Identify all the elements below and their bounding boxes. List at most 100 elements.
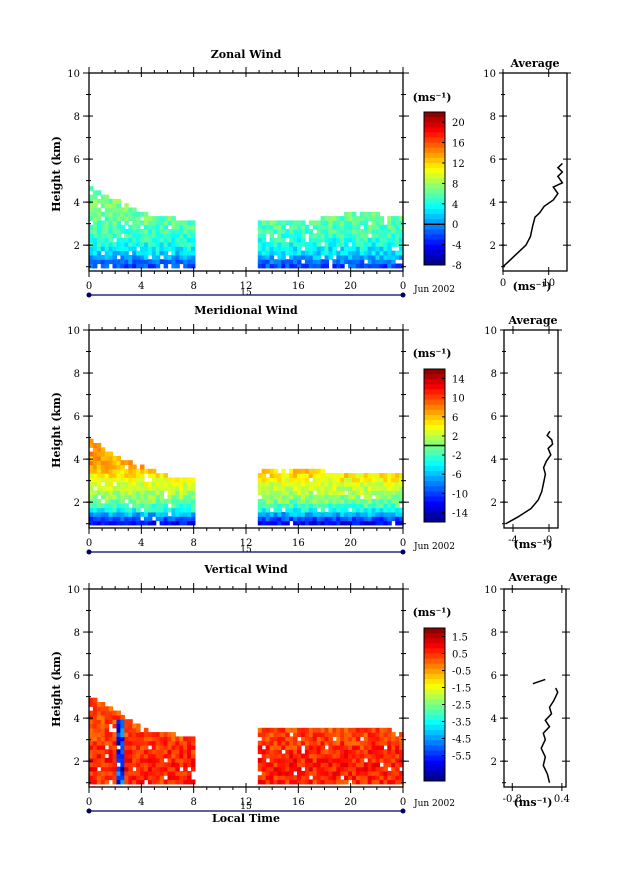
heatmap-cell: [293, 507, 298, 513]
heatmap-cell: [312, 473, 318, 478]
heatmap-cell: [96, 237, 102, 243]
heatmap-cell: [163, 254, 169, 260]
heatmap-cell: [116, 520, 121, 526]
heatmap-cell: [257, 229, 263, 234]
heatmap-cell: [277, 749, 282, 755]
heatmap-cell: [92, 498, 98, 504]
heatmap-cell: [297, 473, 302, 478]
heatmap-cell: [399, 749, 404, 755]
heatmap-cell: [340, 766, 345, 772]
heatmap-cell: [355, 259, 361, 265]
heatmap-cell: [261, 516, 267, 522]
colorbar-swatch: [424, 740, 445, 746]
heatmap-cell: [383, 749, 388, 755]
heatmap-cell: [89, 770, 94, 776]
heatmap-cell: [371, 727, 377, 733]
heatmap-cell: [92, 749, 98, 755]
heatmap-cell: [320, 762, 326, 768]
heatmap-cell: [108, 229, 114, 234]
heatmap-cell: [383, 490, 388, 496]
heatmap-cell: [328, 494, 333, 500]
heatmap-cell: [159, 516, 165, 522]
heatmap-cell: [132, 468, 137, 474]
heatmap-cell: [143, 237, 149, 243]
heatmap-cell: [273, 498, 278, 504]
heatmap-cell: [312, 727, 318, 733]
heatmap-cell: [128, 263, 133, 269]
heatmap-cell: [265, 732, 271, 737]
heatmap-cell: [355, 250, 361, 256]
heatmap-cell: [367, 263, 373, 269]
heatmap-cell: [89, 211, 94, 217]
heatmap-cell: [89, 438, 94, 444]
heatmap-cell: [175, 233, 180, 239]
heatmap-cell: [96, 473, 102, 478]
heatmap-cell: [179, 507, 184, 513]
heatmap-cell: [336, 233, 341, 239]
colorbar-tick-label: 1.5: [452, 633, 468, 644]
heatmap-cell: [308, 503, 314, 509]
heatmap-cell: [128, 211, 133, 217]
colorbar-swatch: [424, 516, 445, 523]
heatmap-cell: [316, 490, 322, 496]
heatmap-cell: [96, 224, 102, 230]
heatmap-cell: [124, 473, 129, 478]
heatmap-cell: [395, 516, 400, 522]
heatmap-cell: [265, 254, 271, 260]
heatmap-cell: [320, 757, 326, 763]
heatmap-cell: [344, 503, 349, 509]
heatmap-cell: [399, 246, 404, 252]
heatmap-cell: [312, 520, 318, 526]
x-tick-label: 12: [240, 281, 253, 292]
heatmap-cell: [348, 732, 353, 737]
heatmap-cell: [308, 494, 314, 500]
heatmap-cell: [261, 736, 267, 742]
heatmap-cell: [147, 490, 153, 496]
heatmap-cell: [183, 516, 188, 522]
heatmap-cell: [332, 477, 337, 483]
heatmap-cell: [175, 740, 180, 746]
heatmap-cell: [187, 237, 192, 243]
heatmap-cell: [308, 520, 314, 526]
heatmap-cell: [96, 745, 102, 750]
heatmap-cell: [387, 216, 392, 221]
heatmap-cell: [132, 207, 137, 213]
colorbar-tick-label: 6: [452, 413, 458, 424]
heatmap-cell: [379, 503, 384, 509]
heatmap-cell: [183, 486, 188, 491]
colorbar-swatch: [424, 435, 445, 441]
heatmap-cell: [340, 263, 345, 269]
heatmap-cell: [387, 241, 392, 247]
heatmap-cell: [293, 745, 298, 750]
heatmap-cell: [140, 211, 145, 217]
heatmap-cell: [395, 494, 400, 500]
day-range-start-marker: [86, 549, 92, 555]
heatmap-cell: [104, 237, 110, 243]
heatmap-cell: [289, 263, 294, 269]
profile-y-tick-label: 6: [491, 671, 497, 682]
heatmap-cell: [308, 468, 314, 474]
heatmap-cell: [289, 507, 294, 513]
x-tick-label: 8: [190, 797, 196, 808]
colorbar-swatch: [424, 724, 445, 731]
heatmap-cell: [297, 775, 302, 781]
heatmap-cell: [340, 250, 345, 256]
heatmap-cell: [273, 220, 278, 226]
heatmap-cell: [269, 740, 275, 746]
heatmap-cell: [320, 736, 326, 742]
heatmap-cell: [371, 753, 377, 759]
heatmap-cell: [399, 220, 404, 226]
heatmap-cell: [100, 447, 106, 453]
heatmap-cell: [269, 757, 275, 763]
heatmap-cell: [120, 520, 125, 526]
y-tick-label: 4: [74, 455, 80, 466]
heatmap-cell: [155, 229, 161, 234]
heatmap-cell: [312, 498, 318, 504]
heatmap-cell: [104, 216, 110, 221]
heatmap-cell: [320, 473, 326, 478]
heatmap-cell: [285, 740, 290, 746]
heatmap-cell: [171, 749, 176, 755]
heatmap-cell: [340, 246, 345, 252]
heatmap-cell: [143, 490, 149, 496]
heatmap-cell: [132, 241, 137, 247]
